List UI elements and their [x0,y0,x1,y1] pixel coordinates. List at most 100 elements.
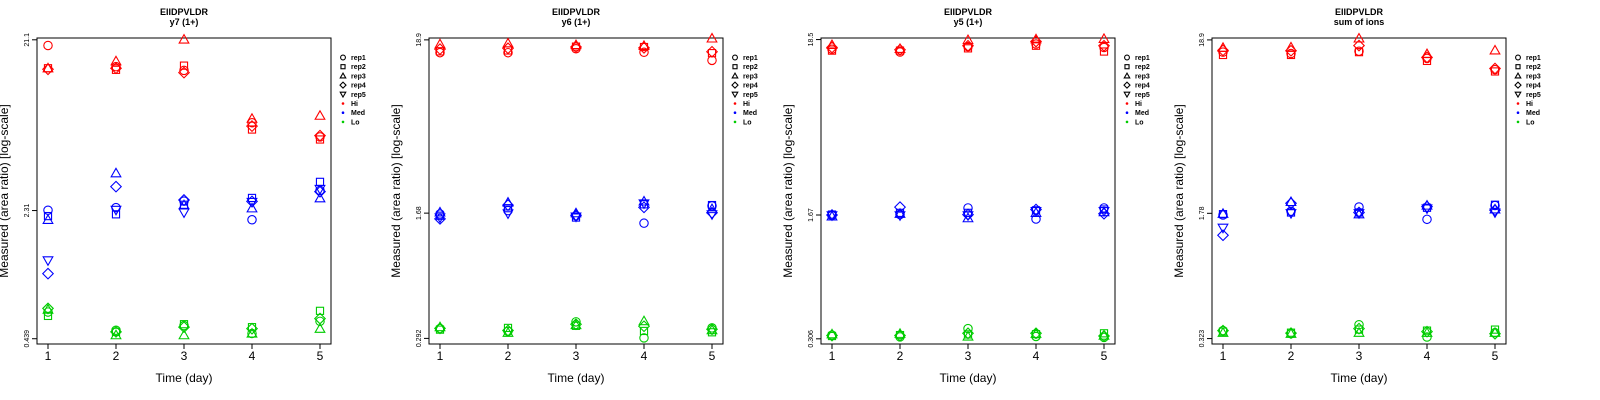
legend-label: rep1 [743,55,758,62]
data-point-med-rep2 [111,210,121,219]
data-point-med-rep5 [1217,223,1229,234]
legend-label: rep2 [1526,64,1541,71]
data-point-lo-rep4 [1420,325,1434,338]
data-point-hi-rep1 [43,40,53,51]
legend-dot-med [733,111,737,114]
data-point-hi-rep4 [1216,44,1230,57]
data-point-hi-rep1 [1286,48,1296,59]
x-tick-label: 4 [641,349,648,363]
data-point-hi-rep2 [1422,56,1432,66]
data-point-med-rep4 [1284,197,1298,210]
legend-marker-rep3 [731,72,739,79]
x-tick-label: 3 [965,349,972,363]
data-point-lo-rep4 [177,321,191,334]
legend-label: Hi [1526,101,1533,108]
legend-marker-rep1 [732,54,738,61]
data-point-hi-rep4 [961,39,975,52]
data-point-hi-rep4 [245,120,259,133]
legend-label: rep3 [743,73,758,80]
legend-marker-rep2 [732,64,738,70]
y-tick-label: 1.67 [808,208,815,222]
data-point-hi-rep4 [109,62,123,75]
data-point-lo-rep1 [179,320,189,331]
legend-label: Med [1135,110,1149,117]
x-tick-label: 3 [573,349,580,363]
legend-label: rep4 [1526,83,1541,90]
data-point-hi-rep3 [246,112,258,123]
data-point-lo-rep3 [178,329,190,340]
data-point-hi-rep1 [435,47,445,58]
legend-marker-rep3 [1123,72,1131,79]
data-point-med-rep3 [314,192,326,203]
x-axis-label: Time (day) [1331,371,1388,385]
data-point-lo-rep2 [43,311,53,321]
data-point-lo-rep2 [503,323,513,333]
data-point-lo-rep4 [825,329,839,342]
y-axis-label: Measured (area ratio) [log-scale] [389,104,403,277]
y-tick-label: 0.439 [24,330,31,348]
data-point-hi-rep4 [177,66,191,79]
data-point-hi-rep2 [827,46,837,55]
data-point-med-rep5 [1421,204,1433,215]
legend-label: rep2 [743,64,758,71]
data-point-lo-rep4 [313,312,327,325]
x-tick-label: 2 [1288,349,1295,363]
data-point-med-rep4 [893,201,907,214]
plot-frame [428,37,724,345]
legend-marker-rep5 [1123,91,1131,99]
legend-dot-lo [341,120,345,124]
data-point-hi-rep4 [1420,51,1434,64]
legend-label: rep2 [1135,64,1150,71]
data-point-med-rep5 [706,210,718,221]
data-point-lo-rep3 [434,321,446,332]
data-point-lo-rep2 [179,320,189,329]
legend-label: rep3 [1135,73,1150,80]
data-point-hi-rep3 [1353,32,1365,43]
data-point-lo-rep4 [637,320,651,333]
legend-dot-lo [733,120,737,124]
y-tick-label: 18.9 [416,33,423,47]
data-point-lo-rep3 [1489,326,1501,337]
legend-dot-lo [1125,120,1129,124]
data-point-lo-rep4 [41,302,55,315]
legend-marker-rep3 [339,72,347,79]
legend-label: rep1 [1526,55,1541,62]
legend-label: Med [1526,110,1540,117]
legend-label: Med [351,110,365,117]
legend-label: Med [743,110,757,117]
data-point-hi-rep2 [179,61,189,70]
data-point-hi-rep4 [1097,39,1111,52]
data-point-med-rep3 [706,203,718,214]
legend-marker-rep2 [340,64,346,70]
legend-marker-rep4 [1123,81,1131,89]
legend-label: rep5 [351,92,366,99]
x-tick-label: 3 [1356,349,1363,363]
data-point-hi-rep4 [1352,39,1366,52]
legend-marker-rep1 [1124,54,1130,61]
y-axis-label: Measured (area ratio) [log-scale] [781,104,795,277]
data-point-med-rep5 [314,184,326,196]
y-axis-label: Measured (area ratio) [log-scale] [1172,104,1186,277]
legend-label: Hi [351,101,358,108]
data-point-lo-rep1 [315,316,325,327]
legend-dot-hi [733,102,737,105]
legend-label: Hi [743,101,750,108]
data-point-hi-rep1 [179,65,189,76]
x-tick-label: 5 [1492,349,1499,363]
data-point-med-rep1 [639,218,649,228]
y-tick-label: 0.306 [808,330,815,348]
x-tick-label: 4 [249,349,256,363]
legend-marker-rep2 [1515,64,1521,70]
legend-marker-rep5 [731,91,739,99]
legend-marker-rep3 [1514,72,1522,79]
data-point-hi-rep3 [110,55,122,66]
legend-marker-rep5 [1514,91,1522,99]
data-point-med-rep4 [1097,207,1111,220]
x-tick-label: 1 [437,349,444,363]
data-point-med-rep5 [570,212,582,223]
legend-label: rep1 [1135,55,1150,62]
x-tick-label: 5 [709,349,716,363]
data-point-med-rep2 [43,211,53,221]
